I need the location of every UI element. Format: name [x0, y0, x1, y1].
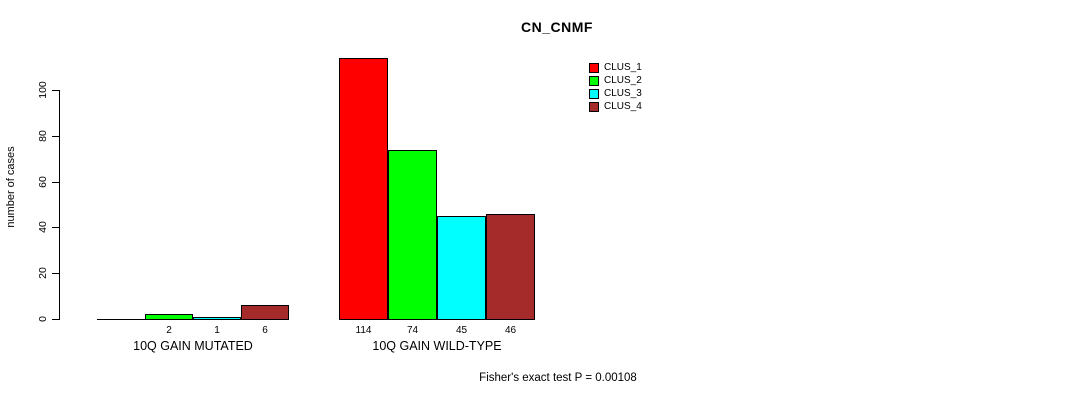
bar-value-label: 1 — [214, 325, 220, 336]
legend-swatch-icon — [589, 76, 599, 86]
bar — [145, 314, 193, 320]
chart-title: CN_CNMF — [521, 19, 593, 35]
category-label: 10Q GAIN MUTATED — [133, 339, 253, 353]
legend-swatch-icon — [589, 89, 599, 99]
legend-label: CLUS_1 — [604, 62, 642, 73]
y-axis — [59, 90, 60, 320]
legend-label: CLUS_4 — [604, 101, 642, 112]
bar — [241, 305, 289, 320]
y-tick-label: 20 — [37, 267, 49, 279]
bar-value-label: 114 — [355, 325, 372, 336]
legend-label: CLUS_3 — [604, 88, 642, 99]
bar — [193, 317, 241, 320]
category-label: 10Q GAIN WILD-TYPE — [372, 339, 502, 353]
bar-value-label: 6 — [262, 325, 268, 336]
bar — [437, 216, 486, 320]
legend-label: CLUS_2 — [604, 75, 642, 86]
bar-value-label: 2 — [166, 325, 172, 336]
legend-swatch-icon — [589, 63, 599, 73]
y-tick — [52, 90, 59, 91]
bar — [97, 319, 145, 320]
y-tick — [52, 273, 59, 274]
y-tick-label: 100 — [37, 81, 49, 99]
y-tick-label: 0 — [37, 316, 49, 322]
y-tick-label: 40 — [37, 221, 49, 233]
bar-value-label: 74 — [406, 325, 419, 336]
bar — [486, 214, 535, 320]
bar-value-label: 45 — [455, 325, 468, 336]
y-tick — [52, 136, 59, 137]
y-axis-label: number of cases — [5, 146, 17, 228]
y-tick — [52, 227, 59, 228]
y-tick-label: 60 — [37, 176, 49, 188]
y-tick — [52, 182, 59, 183]
bar-value-label: 46 — [504, 325, 517, 336]
y-tick-label: 80 — [37, 130, 49, 142]
legend-swatch-icon — [589, 102, 599, 112]
footnote-fisher-test: Fisher's exact test P = 0.00108 — [479, 372, 637, 384]
bar — [388, 150, 437, 320]
bar — [339, 58, 388, 320]
y-tick — [52, 319, 59, 320]
